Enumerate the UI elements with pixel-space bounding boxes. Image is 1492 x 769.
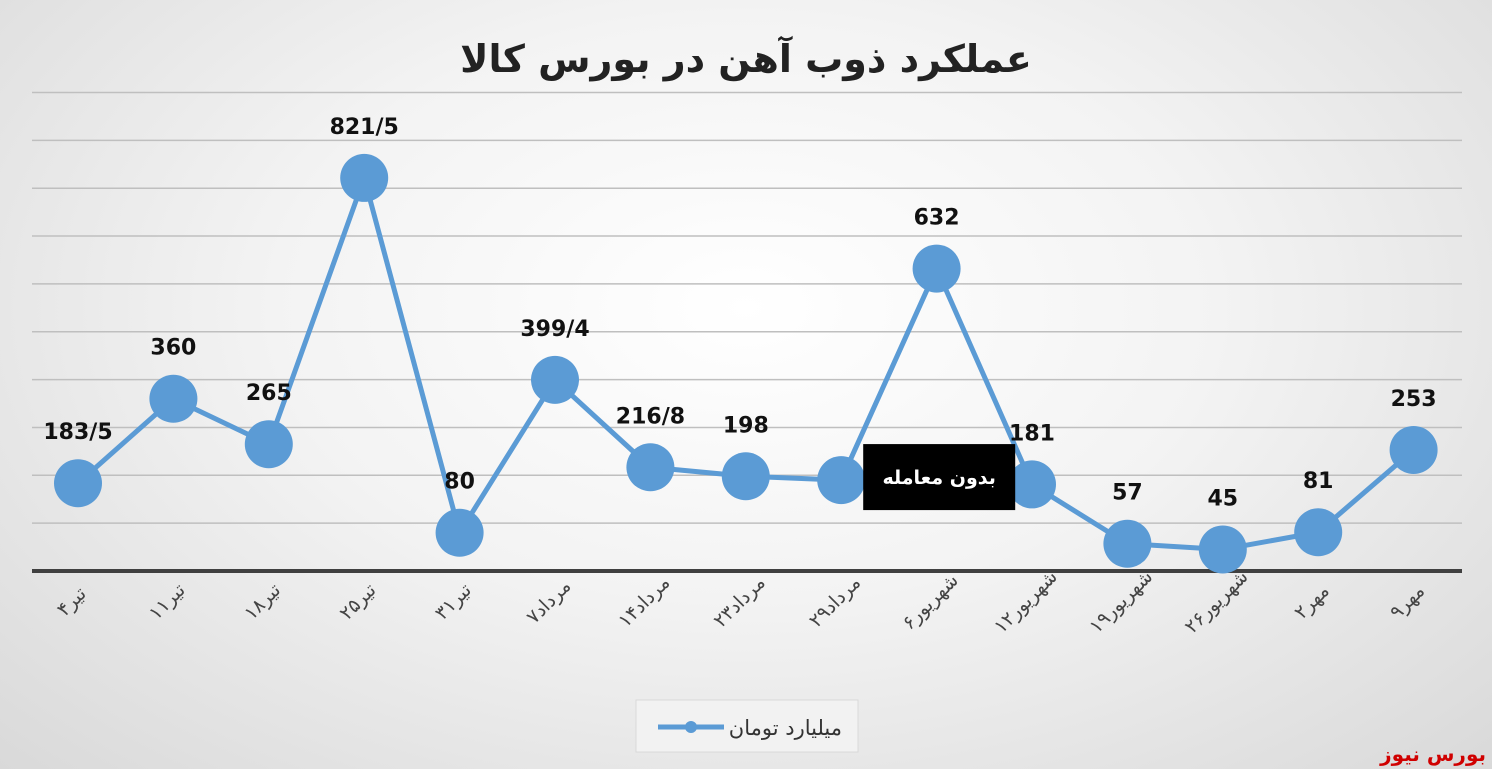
data-point — [1008, 460, 1056, 509]
x-tick-label: ۴تیر — [53, 583, 91, 621]
data-point — [817, 456, 866, 505]
x-tick-label: ۱۱تیر — [145, 579, 190, 624]
data-label: 632 — [914, 206, 960, 231]
data-label: 181 — [1009, 421, 1055, 446]
data-point — [435, 508, 484, 557]
data-point — [244, 420, 293, 469]
annotation-box — [863, 444, 1016, 511]
data-point — [54, 459, 102, 508]
data-label: 216/8 — [616, 404, 685, 429]
legend-marker — [685, 721, 697, 733]
data-point — [340, 153, 389, 202]
data-point — [626, 443, 675, 492]
series-layer: 183/5 360 265 821/5 80 399/4 216/8 198 632 181 57 4… — [43, 115, 1438, 574]
x-tick-label: ۱۹شهریور — [1085, 566, 1157, 638]
legend-label: میلیارد تومان — [729, 716, 842, 740]
x-tick-label: ۱۴مرداد — [614, 572, 674, 632]
data-label: 265 — [246, 381, 292, 406]
x-tick-label: ۱۸تیر — [240, 579, 285, 624]
data-point — [721, 452, 770, 501]
data-point — [912, 244, 961, 293]
x-axis-ticks: ۴تیر ۱۱تیر ۱۸تیر ۲۵تیر ۳۱تیر ۷مرداد ۱۴مرداد ۲۳م… — [53, 566, 1429, 638]
legend-box — [635, 699, 859, 753]
legend: میلیارد تومان — [635, 699, 859, 753]
data-point — [1198, 525, 1247, 574]
data-label: 253 — [1391, 387, 1437, 412]
x-tick-label: ۲۵تیر — [335, 579, 380, 624]
data-point — [531, 355, 579, 404]
x-tick-label: ۳۱تیر — [431, 579, 476, 624]
x-tick-label: ۷مرداد — [522, 575, 575, 628]
x-tick-label: ۲۹مرداد — [805, 572, 865, 632]
data-label: 57 — [1112, 481, 1143, 506]
x-tick-label: ۲مهر — [1290, 580, 1334, 624]
data-label: 821/5 — [330, 115, 399, 140]
data-point — [1294, 508, 1343, 557]
data-point — [1389, 425, 1438, 474]
x-tick-label: ۱۲شهریور — [990, 566, 1062, 638]
chart-title: عملکرد ذوب آهن در بورس کالا — [460, 35, 1032, 82]
x-tick-label: ۲۶شهریور — [1181, 566, 1253, 638]
data-label: 80 — [444, 470, 475, 495]
data-label: 183/5 — [43, 420, 112, 445]
data-point — [1103, 519, 1152, 568]
data-point — [149, 374, 198, 423]
data-label: 360 — [150, 336, 196, 361]
watermark-text: بورس نیوز — [1379, 742, 1486, 766]
data-label: 198 — [723, 413, 769, 438]
data-label: 81 — [1303, 469, 1334, 494]
data-label: 45 — [1207, 486, 1238, 511]
annotation: بدون معامله — [863, 444, 1016, 511]
x-tick-label: ۶شهریور — [898, 569, 963, 634]
x-tick-label: ۲۳مرداد — [709, 572, 769, 632]
x-tick-label: ۹مهر — [1386, 580, 1430, 624]
data-label: 399/4 — [520, 317, 589, 342]
annotation-text: بدون معامله — [882, 467, 995, 489]
